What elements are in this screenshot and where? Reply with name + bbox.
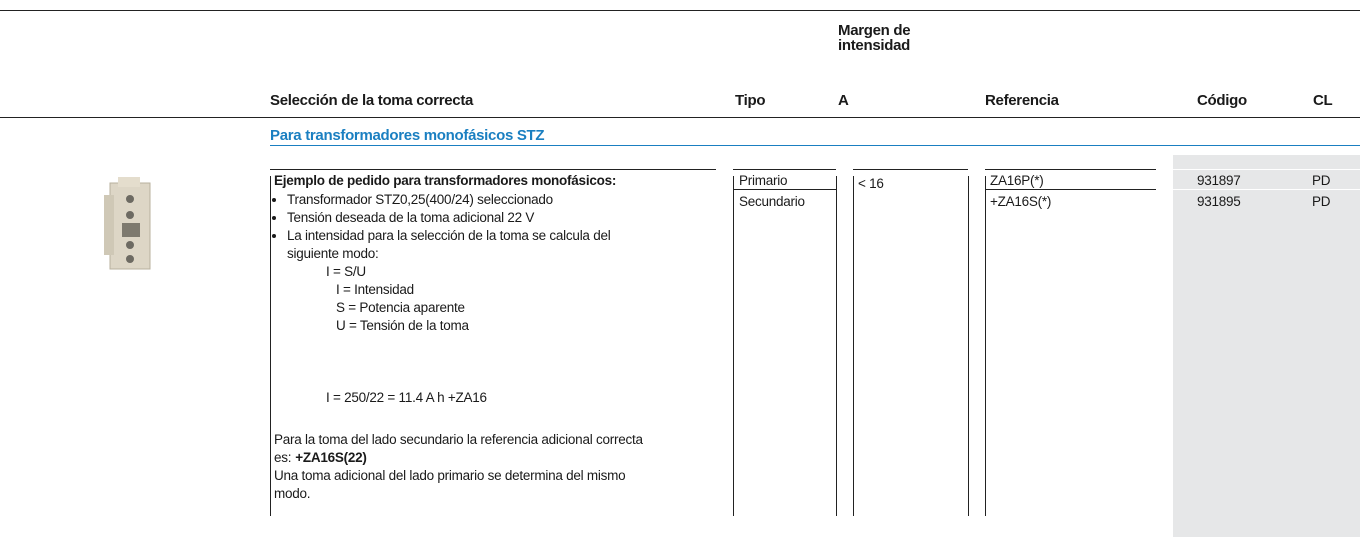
box-top	[853, 169, 968, 170]
row-rule	[985, 189, 1156, 190]
referencia: +ZA16S(*)	[990, 194, 1052, 209]
box-top	[270, 169, 716, 170]
section-title: Para transformadores monofásicos STZ	[270, 127, 545, 144]
example-title: Ejemplo de pedido para transformadores m…	[274, 173, 617, 188]
header-cl: CL	[1313, 92, 1333, 109]
box-side	[968, 176, 969, 516]
formula: I = S/U	[326, 264, 366, 279]
header-rule	[0, 117, 1360, 118]
row-rule	[733, 189, 836, 190]
note-end: modo.	[274, 486, 311, 501]
header-margen-2: intensidad	[838, 37, 911, 54]
header-referencia: Referencia	[985, 92, 1059, 109]
bullet: La intensidad para la selección de la to…	[287, 227, 611, 245]
top-rule	[0, 10, 1360, 11]
codigo: 931897	[1197, 173, 1241, 188]
box-side	[270, 176, 271, 516]
note-prefix: es:	[274, 450, 292, 465]
legend-line: I = Intensidad	[336, 282, 414, 297]
example-bullets: Transformador STZ0,25(400/24) selecciona…	[274, 191, 611, 245]
row-rule	[1173, 189, 1360, 190]
box-side	[853, 176, 854, 516]
tipo: Primario	[739, 173, 788, 188]
note-lead: Para la toma del lado secundario la refe…	[274, 432, 643, 447]
header-selection: Selección de la toma correcta	[270, 92, 474, 109]
referencia: ZA16P(*)	[990, 173, 1044, 188]
note-answer-line: es: +ZA16S(22)	[274, 449, 367, 467]
legend-line: S = Potencia aparente	[336, 300, 465, 315]
note-answer: +ZA16S(22)	[295, 450, 367, 465]
calculation: I = 250/22 = 11.4 A h +ZA16	[326, 390, 487, 405]
grey-panel	[1173, 155, 1360, 537]
box-top	[1173, 169, 1360, 170]
note-end: Una toma adicional del lado primario se …	[274, 468, 626, 483]
box-side	[733, 176, 734, 516]
header-tipo: Tipo	[735, 92, 766, 109]
section-rule	[270, 145, 1360, 146]
codigo: 931895	[1197, 194, 1241, 209]
box-side	[985, 176, 986, 516]
header-margen-3: A	[838, 92, 849, 109]
continuation: siguiente modo:	[287, 246, 379, 261]
bullet: Tensión deseada de la toma adicional 22 …	[287, 209, 610, 227]
box-side	[836, 176, 837, 516]
product-image	[104, 177, 151, 270]
box-top	[985, 169, 1156, 170]
legend-line: U = Tensión de la toma	[336, 318, 469, 333]
tipo: Secundario	[739, 194, 805, 209]
cl: PD	[1312, 194, 1331, 209]
header-codigo: Código	[1197, 92, 1247, 109]
header-margen-1: Margen de	[838, 22, 911, 39]
margen: < 16	[858, 176, 884, 191]
box-top	[733, 169, 836, 170]
bullet: Transformador STZ0,25(400/24) selecciona…	[287, 191, 610, 209]
cl: PD	[1312, 173, 1331, 188]
